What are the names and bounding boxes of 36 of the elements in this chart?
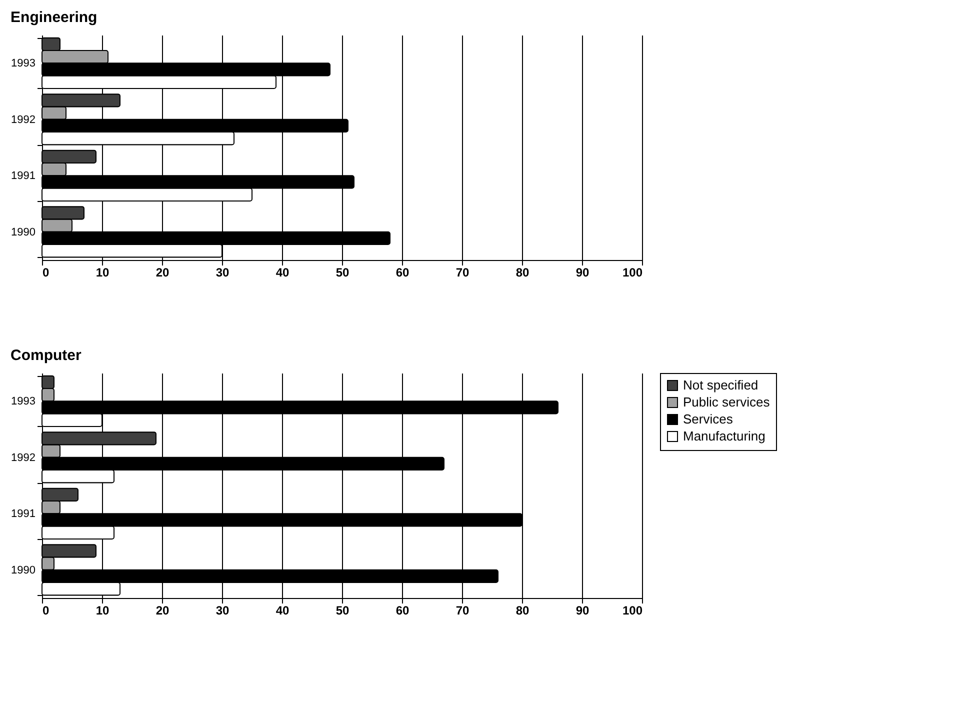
x-tick-label: 70 (456, 266, 470, 280)
x-tick-label: 100 (622, 604, 643, 618)
x-tick-label: 0 (42, 266, 50, 280)
y-tick-label: 1993 (11, 58, 36, 70)
x-tick-label: 40 (276, 266, 290, 280)
x-tick-label: 0 (42, 604, 50, 618)
y-tick-label: 1990 (11, 564, 36, 576)
x-tick-label: 60 (396, 266, 410, 280)
x-tick-label: 10 (96, 266, 110, 280)
x-tick-label: 50 (336, 266, 350, 280)
x-tick-label: 40 (276, 604, 290, 618)
legend-label: Services (683, 412, 734, 426)
x-tick-label: 80 (516, 604, 530, 618)
x-tick-label: 60 (396, 604, 410, 618)
x-tick-label: 30 (216, 266, 230, 280)
x-tick-label: 90 (576, 266, 590, 280)
x-tick-label: 50 (336, 604, 350, 618)
y-tick-label: 1993 (11, 396, 36, 408)
y-tick-label: 1990 (11, 226, 36, 238)
x-tick-label: 90 (576, 604, 590, 618)
legend-label: Public services (683, 394, 770, 410)
chart-title: Engineering (10, 9, 98, 26)
x-tick-label: 20 (156, 266, 170, 280)
y-tick-label: 1992 (11, 452, 36, 464)
x-tick-label: 100 (622, 266, 643, 280)
y-tick-label: 1991 (11, 170, 36, 182)
x-tick-label: 10 (96, 604, 110, 618)
x-tick-label: 80 (516, 266, 530, 280)
chart-title: Computer (10, 347, 82, 364)
x-tick-label: 20 (156, 604, 170, 618)
x-tick-label: 30 (216, 604, 230, 618)
legend-label: Manufacturing (683, 428, 766, 444)
y-tick-label: 1991 (11, 508, 36, 520)
x-tick-label: 70 (456, 604, 470, 618)
legend-label: Not specified (683, 378, 758, 392)
y-tick-label: 1992 (11, 114, 36, 126)
